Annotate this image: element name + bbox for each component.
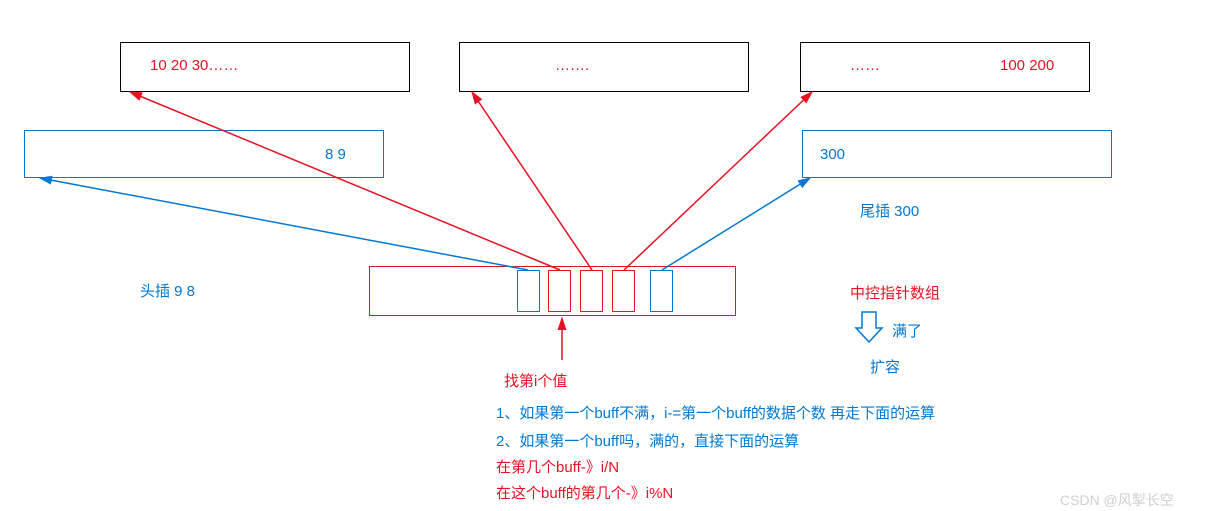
arrow-down-icon: [856, 312, 882, 342]
watermark: CSDN @风掣长空: [1060, 490, 1174, 510]
box-blue-right-text: 300: [820, 146, 845, 163]
label-tail-insert: 尾插 300: [860, 200, 919, 221]
label-control-array: 中控指针数组: [850, 282, 940, 303]
slot-1: [548, 270, 571, 312]
label-which-buff: 在第几个buff-》i/N: [496, 456, 619, 477]
arrow-red-2: [472, 92, 592, 270]
slot-0: [517, 270, 540, 312]
arrow-blue-right: [662, 178, 810, 270]
label-head-insert: 头插 9 8: [140, 280, 195, 301]
label-expand: 扩容: [870, 356, 900, 377]
label-step1: 1、如果第一个buff不满，i-=第一个buff的数据个数 再走下面的运算: [496, 402, 935, 423]
box-blue-left-text: 8 9: [325, 146, 346, 163]
arrow-blue-left: [40, 178, 528, 270]
label-find-i: 找第i个值: [504, 370, 567, 391]
box-top-mid: [459, 42, 749, 92]
box-top-mid-text: …….: [555, 57, 589, 74]
slot-2: [580, 270, 603, 312]
box-blue-right: [802, 130, 1112, 178]
slot-3: [612, 270, 635, 312]
box-top-right-text-right: 100 200: [1000, 57, 1054, 74]
slot-4: [650, 270, 673, 312]
label-full: 满了: [892, 320, 922, 341]
arrow-red-3: [624, 92, 812, 270]
arrow-red-1: [130, 92, 560, 270]
label-step2: 2、如果第一个buff吗，满的，直接下面的运算: [496, 430, 799, 451]
box-top-right-text-left: ……: [850, 57, 880, 74]
box-top-left-text: 10 20 30……: [150, 57, 238, 74]
label-which-idx: 在这个buff的第几个-》i%N: [496, 482, 673, 503]
